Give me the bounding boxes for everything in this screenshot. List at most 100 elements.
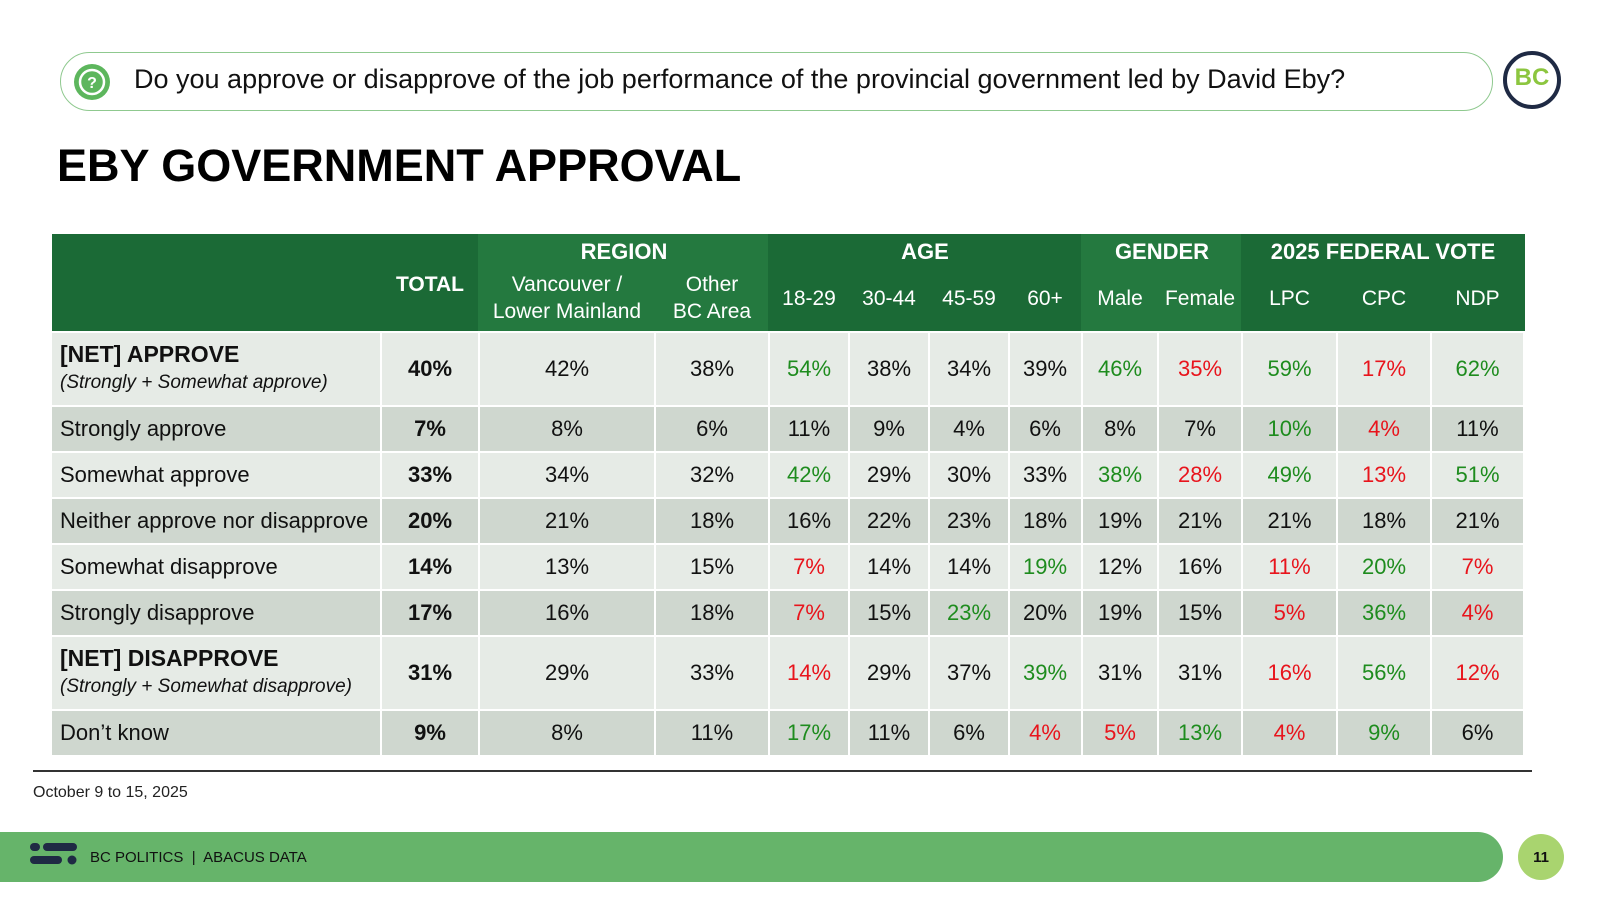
- group-header-bg: [768, 234, 1082, 331]
- cell-divider: [1008, 499, 1010, 543]
- cell-divider: [928, 591, 930, 635]
- row-bg: [52, 333, 1523, 405]
- cell-divider: [848, 453, 850, 497]
- cell-divider: [928, 711, 930, 755]
- group-header-bg: [478, 234, 770, 331]
- row-bg: [52, 545, 1523, 589]
- cell: 20%: [407, 508, 453, 533]
- cell: 16%: [1267, 660, 1312, 685]
- question: Do you approve or disapprove of the job …: [134, 64, 1346, 94]
- cell: 16%: [544, 600, 590, 625]
- cell: 12%: [1097, 554, 1143, 579]
- cell-divider: [1241, 407, 1243, 451]
- cell: 13%: [1361, 462, 1407, 487]
- cell: 51%: [1455, 462, 1500, 487]
- cell: 15%: [866, 600, 912, 625]
- logo-text: BC: [1514, 64, 1550, 91]
- cell-divider: [1081, 499, 1083, 543]
- cell-divider: [1241, 545, 1243, 589]
- group-header: GENDER: [1114, 238, 1210, 264]
- cell: 38%: [1097, 462, 1143, 487]
- cell: 13%: [1177, 720, 1223, 745]
- cell-divider: [928, 499, 930, 543]
- column-header: 18-29: [782, 286, 836, 310]
- row-label: Somewhat approve: [60, 462, 250, 487]
- cell-divider: [380, 711, 382, 755]
- cell-divider: [654, 333, 656, 405]
- cell-divider: [1008, 407, 1010, 451]
- cell-divider: [1008, 333, 1010, 405]
- cell-divider: [1157, 453, 1159, 497]
- cell-divider: [380, 453, 382, 497]
- cell-divider: [478, 499, 480, 543]
- total-header: TOTAL: [395, 272, 465, 296]
- cell: 31%: [1177, 660, 1223, 685]
- cell: 42%: [544, 356, 590, 381]
- cell: 13%: [544, 554, 590, 579]
- cell: 14%: [786, 660, 832, 685]
- svg-text:?: ?: [87, 75, 97, 92]
- cell-divider: [1081, 637, 1083, 709]
- cell: 15%: [689, 554, 735, 579]
- row-bg: [52, 637, 1523, 709]
- cell: 8%: [551, 720, 583, 745]
- cell-divider: [928, 407, 930, 451]
- column-header: LPC: [1269, 286, 1310, 310]
- cell: 6%: [1461, 720, 1494, 745]
- cell-divider: [1157, 333, 1159, 405]
- cell-divider: [1430, 407, 1432, 451]
- cell: 22%: [866, 508, 912, 533]
- row-label: Neither approve nor disapprove: [60, 508, 369, 533]
- cell: 14%: [946, 554, 992, 579]
- cell: 56%: [1361, 660, 1407, 685]
- cell-divider: [1008, 453, 1010, 497]
- row-bg: [52, 711, 1523, 755]
- row-label: Don’t know: [60, 720, 169, 745]
- cell-divider: [848, 545, 850, 589]
- cell: 17%: [407, 600, 453, 625]
- row-bg: [52, 499, 1523, 543]
- cell: 29%: [866, 660, 912, 685]
- cell-divider: [1081, 545, 1083, 589]
- cell: 4%: [1461, 600, 1494, 625]
- row-label: Strongly disapprove: [60, 600, 255, 625]
- question-icon: ?: [74, 64, 110, 100]
- group-header-bg: [1081, 234, 1243, 331]
- cell: 19%: [1097, 600, 1143, 625]
- footer-bar: [0, 832, 1503, 882]
- group-header-bg: [1241, 234, 1525, 331]
- row-sublabel: (Strongly + Somewhat approve): [60, 372, 328, 393]
- cell-divider: [768, 453, 770, 497]
- cell-divider: [654, 591, 656, 635]
- cell-divider: [1157, 499, 1159, 543]
- cell: 6%: [696, 416, 728, 441]
- cell-divider: [928, 637, 930, 709]
- cell: 7%: [1184, 416, 1216, 441]
- cell-divider: [478, 453, 480, 497]
- row-label: Somewhat disapprove: [60, 554, 278, 579]
- cell-divider: [768, 545, 770, 589]
- cell-divider: [928, 453, 930, 497]
- cell-divider: [1430, 333, 1432, 405]
- cell: 19%: [1097, 508, 1143, 533]
- cell: 6%: [953, 720, 985, 745]
- cell-divider: [848, 333, 850, 405]
- cell: 9%: [873, 416, 905, 441]
- cell-divider: [1430, 637, 1432, 709]
- footer-icon: [30, 843, 77, 865]
- cell: 7%: [793, 600, 825, 625]
- cell: 23%: [946, 508, 992, 533]
- cell-divider: [1336, 453, 1338, 497]
- cell-divider: [1336, 545, 1338, 589]
- row-bg: [52, 407, 1523, 451]
- cell: 18%: [689, 600, 735, 625]
- cell-divider: [654, 453, 656, 497]
- cell-divider: [380, 407, 382, 451]
- cell: 9%: [414, 720, 446, 745]
- cell-divider: [1336, 711, 1338, 755]
- cell: 4%: [1029, 720, 1061, 745]
- column-header: CPC: [1361, 286, 1407, 310]
- cell-divider: [1157, 545, 1159, 589]
- cell: 34%: [946, 356, 992, 381]
